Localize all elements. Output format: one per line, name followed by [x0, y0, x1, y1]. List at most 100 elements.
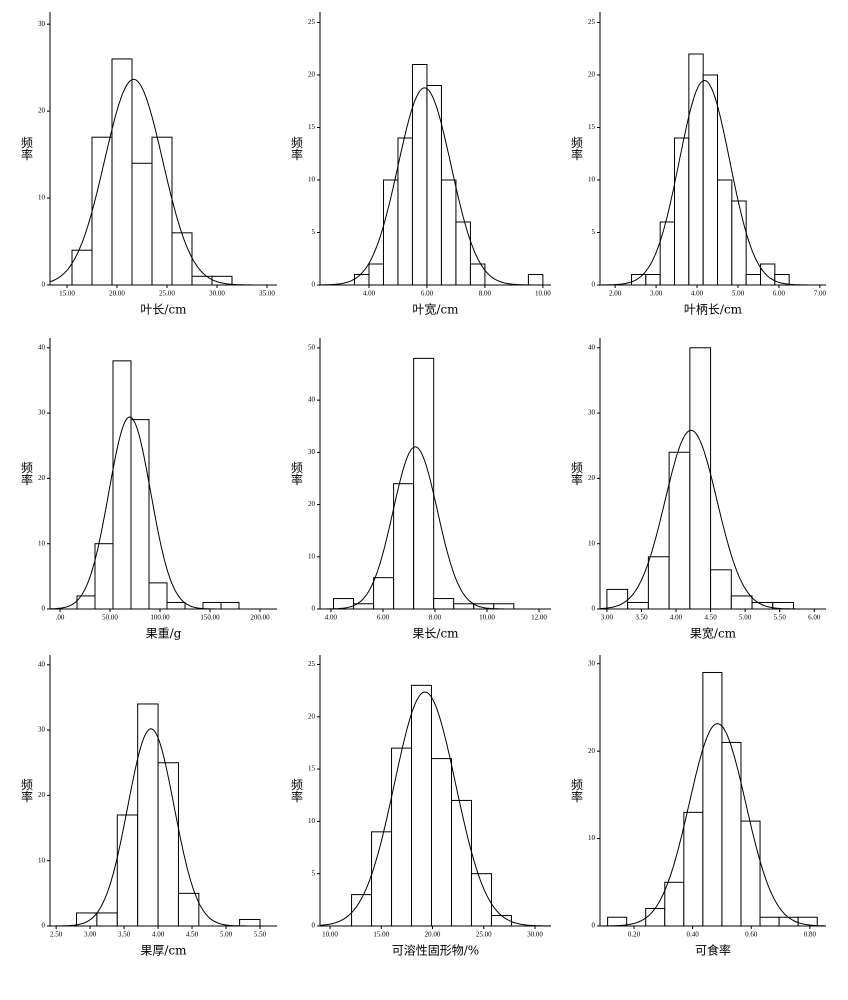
histogram	[319, 684, 551, 927]
x-tick-label: 5.50	[774, 614, 787, 622]
bar	[411, 684, 433, 927]
bar	[717, 179, 733, 286]
x-tick-label: 4.50	[704, 614, 717, 622]
x-tick-label: 5.50	[254, 931, 267, 939]
x-tick-label: 5.00	[739, 614, 752, 622]
x-axis-label: 可食率	[695, 943, 731, 958]
bar	[91, 136, 113, 286]
bar	[382, 179, 399, 286]
bar	[751, 601, 774, 610]
y-tick-label: 50	[308, 344, 316, 352]
y-tick-label: 0	[312, 922, 316, 930]
normal-curve	[320, 446, 551, 610]
bar	[411, 64, 428, 286]
y-tick-label: 10	[308, 552, 316, 560]
x-tick-label: 3.00	[650, 290, 663, 298]
bar	[391, 747, 413, 927]
bar	[450, 799, 472, 927]
x-axis-label: 叶柄长/cm	[684, 303, 743, 317]
y-tick-label: 25	[308, 18, 316, 26]
y-tick-label: 10	[38, 194, 46, 202]
y-tick-label: 0	[42, 922, 46, 930]
bar	[527, 274, 544, 286]
bar	[470, 873, 492, 927]
x-tick-label: 5.00	[220, 931, 233, 939]
histogram	[50, 703, 277, 927]
bar	[440, 179, 457, 286]
y-tick-label: 5	[592, 228, 596, 236]
y-tick-label: 40	[308, 396, 316, 404]
y-tick-label: 5	[312, 869, 316, 877]
x-tick-label: 4.00	[152, 931, 165, 939]
x-tick-label: 20.00	[109, 290, 125, 298]
bar	[659, 221, 676, 286]
y-axis-label: 频率	[570, 136, 584, 160]
y-tick-label: 30	[38, 409, 46, 417]
x-tick-label: 6.00	[808, 614, 821, 622]
bar	[166, 601, 186, 610]
y-tick-label: 0	[42, 605, 46, 613]
y-tick-label: 30	[588, 659, 596, 667]
bar	[702, 74, 719, 286]
bar	[111, 58, 133, 286]
y-tick-label: 10	[588, 539, 596, 547]
y-tick-label: 20	[308, 500, 316, 508]
x-tick-label: 15.00	[373, 931, 389, 939]
x-tick-label: 6.00	[773, 290, 786, 298]
y-tick-label: 10	[38, 539, 46, 547]
y-tick-label: 30	[38, 20, 46, 28]
bar	[674, 137, 690, 286]
x-tick-label: 30.00	[527, 931, 543, 939]
y-tick-label: 20	[38, 107, 46, 115]
x-tick-label: 15.00	[59, 290, 75, 298]
histogram	[49, 58, 277, 286]
bar	[740, 820, 761, 927]
x-tick-label: 8.00	[429, 614, 442, 622]
x-tick-label: 3.00	[601, 614, 614, 622]
x-tick-label: 5.00	[732, 290, 745, 298]
bar	[745, 274, 761, 286]
bar	[373, 577, 395, 610]
normal-curve	[319, 691, 551, 927]
bar	[239, 918, 261, 927]
y-tick-label: 10	[308, 176, 316, 184]
x-tick-label: 150.00	[200, 614, 220, 622]
y-tick-label: 25	[308, 660, 316, 668]
bar	[664, 881, 685, 927]
y-tick-label: 0	[592, 922, 596, 930]
normal-curve	[49, 416, 277, 610]
y-tick-label: 0	[592, 281, 596, 289]
bar	[627, 601, 649, 610]
bar	[433, 598, 455, 610]
bar	[710, 569, 732, 610]
y-axis-label: 频率	[570, 778, 584, 802]
normal-curve	[600, 80, 826, 286]
bar	[137, 703, 159, 927]
y-tick-label: 20	[38, 791, 46, 799]
bar	[393, 483, 415, 610]
bar	[759, 263, 776, 286]
bar	[455, 221, 471, 286]
x-tick-label: 12.00	[531, 614, 547, 622]
x-tick-label: 2.50	[50, 931, 63, 939]
normal-curve	[600, 723, 826, 927]
x-tick-label: 4.00	[691, 290, 704, 298]
x-tick-label: 25.00	[159, 290, 175, 298]
y-axis-label: 频率	[290, 136, 304, 160]
bar	[431, 758, 452, 927]
bar	[645, 274, 661, 286]
y-axis-label: 频率	[570, 461, 584, 485]
bar	[202, 601, 222, 610]
y-axis-label: 频率	[20, 136, 34, 160]
y-tick-label: 20	[588, 474, 596, 482]
bar	[493, 603, 515, 610]
bar	[130, 419, 150, 610]
x-tick-label: 6.00	[421, 290, 434, 298]
bar	[730, 595, 753, 610]
x-tick-label: 20.00	[425, 931, 441, 939]
x-axis-label: 可溶性固形物/%	[392, 943, 479, 958]
x-tick-label: 2.00	[609, 290, 622, 298]
bar	[683, 811, 704, 927]
y-tick-label: 10	[38, 856, 46, 864]
bar	[368, 263, 384, 286]
